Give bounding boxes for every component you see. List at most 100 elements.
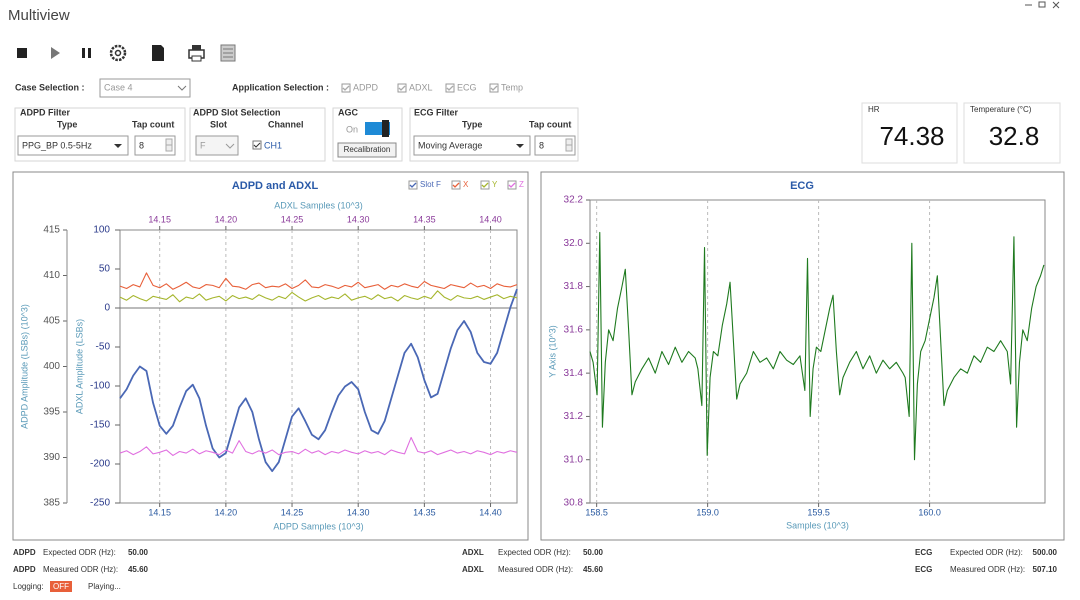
play-button[interactable] bbox=[51, 47, 60, 59]
check-mark bbox=[452, 182, 460, 188]
spinner-buttons[interactable] bbox=[565, 138, 573, 152]
temperature-label: Temperature (°C) bbox=[970, 105, 1032, 114]
series-line bbox=[589, 231, 1045, 461]
status-value: 50.00 bbox=[583, 548, 604, 557]
file-button[interactable] bbox=[152, 45, 164, 61]
series-line bbox=[119, 272, 518, 290]
case-dropdown[interactable] bbox=[99, 78, 191, 98]
check-mark bbox=[342, 85, 350, 91]
y2-tick-label: -250 bbox=[90, 498, 110, 509]
application-option: ADPD bbox=[353, 82, 379, 92]
column-label: Type bbox=[57, 119, 77, 129]
status-label: Measured ODR (Hz): bbox=[950, 565, 1025, 574]
application-option: ECG bbox=[457, 82, 477, 92]
filter-type-dropdown[interactable] bbox=[17, 135, 129, 156]
y-tick-label: 31.4 bbox=[564, 368, 584, 379]
status-label: Expected ODR (Hz): bbox=[950, 548, 1023, 557]
y-tick-label: 415 bbox=[43, 225, 60, 236]
application-option: ADXL bbox=[409, 82, 433, 92]
temperature-panel bbox=[963, 102, 1061, 164]
dropdown-arrow bbox=[516, 144, 524, 148]
y-tick-label: 385 bbox=[43, 498, 60, 509]
ecg-tap-spinner[interactable] bbox=[534, 135, 576, 156]
dropdown-arrow bbox=[114, 144, 122, 148]
y-tick-label: 32.2 bbox=[564, 195, 584, 206]
recalibration-button[interactable] bbox=[337, 142, 397, 158]
status-source: ECG bbox=[915, 548, 932, 557]
checkbox[interactable] bbox=[397, 83, 407, 93]
log-button[interactable] bbox=[220, 44, 236, 62]
close[interactable] bbox=[1052, 1, 1060, 9]
dropdown-arrow bbox=[225, 143, 235, 149]
playback-state: Playing... bbox=[88, 582, 121, 591]
checkbox[interactable] bbox=[341, 83, 351, 93]
chart-title: ECG bbox=[790, 180, 814, 192]
check-mark bbox=[409, 182, 417, 188]
check-mark bbox=[508, 182, 516, 188]
y-tick-label: 410 bbox=[43, 270, 60, 281]
slot-value: F bbox=[200, 140, 206, 150]
application-options: ADPD ADXL ECG Temp bbox=[341, 82, 523, 93]
y2-tick-label: 100 bbox=[93, 225, 110, 236]
x2-tick-label: 14.25 bbox=[281, 214, 304, 224]
check-mark bbox=[490, 85, 498, 91]
charts: ADPD and ADXL 14.15 14.20 14.25 14.30 14.35 14… bbox=[19, 180, 1046, 531]
spinner-buttons[interactable] bbox=[165, 138, 173, 152]
series-line bbox=[119, 436, 518, 456]
application-option: Temp bbox=[501, 82, 523, 92]
group-title: ADPD Slot Selection bbox=[193, 107, 281, 117]
status-label: Expected ODR (Hz): bbox=[43, 548, 116, 557]
x-tick-label: 159.5 bbox=[807, 507, 830, 517]
column-label: Tap count bbox=[529, 119, 571, 129]
group-title: ECG Filter bbox=[414, 107, 459, 117]
y-tick-label: 390 bbox=[43, 452, 60, 463]
y-axis-label: Y Axis (10^3) bbox=[547, 325, 557, 378]
x-tick-label: 14.20 bbox=[215, 507, 238, 517]
status-value: 50.00 bbox=[128, 548, 149, 557]
checkbox[interactable] bbox=[408, 180, 418, 190]
status-value: 500.00 bbox=[1033, 548, 1058, 557]
y2-tick-label: -50 bbox=[96, 342, 111, 353]
status-value: 45.60 bbox=[583, 565, 604, 574]
x2-tick-label: 14.40 bbox=[479, 214, 502, 224]
status-value: 507.10 bbox=[1033, 565, 1058, 574]
logging-toggle[interactable] bbox=[50, 581, 72, 592]
series-line bbox=[119, 290, 518, 303]
window-controls[interactable] bbox=[1025, 1, 1060, 9]
checkbox[interactable] bbox=[445, 83, 455, 93]
x2-tick-label: 14.15 bbox=[148, 214, 171, 224]
ecg-type-dropdown[interactable] bbox=[413, 135, 531, 156]
plot-lines bbox=[589, 231, 1045, 461]
application-selection-label: Application Selection : bbox=[232, 82, 329, 92]
print-button[interactable] bbox=[188, 45, 205, 62]
x-axis-label: ADPD Samples (10^3) bbox=[273, 521, 363, 531]
y2-tick-label: -150 bbox=[90, 420, 110, 431]
maximize[interactable] bbox=[1038, 1, 1046, 8]
tap-count: 8 bbox=[139, 140, 144, 150]
pause-button[interactable] bbox=[82, 48, 91, 58]
y2-tick-label: -100 bbox=[90, 381, 110, 392]
tap-count-spinner[interactable] bbox=[134, 135, 176, 156]
y-tick-label: 31.0 bbox=[564, 454, 584, 465]
checkbox[interactable] bbox=[480, 180, 490, 190]
legend-entry: Z bbox=[519, 180, 524, 189]
checkbox[interactable] bbox=[451, 180, 461, 190]
checkbox[interactable] bbox=[489, 83, 499, 93]
button-label: Recalibration bbox=[344, 145, 391, 154]
slot-dropdown[interactable] bbox=[195, 135, 239, 156]
x2-tick-label: 14.30 bbox=[347, 214, 370, 224]
checkbox[interactable] bbox=[507, 180, 517, 190]
settings-button[interactable] bbox=[109, 44, 127, 62]
x-tick-label: 159.0 bbox=[696, 507, 719, 517]
channel-checkbox[interactable] bbox=[252, 140, 262, 150]
y-tick-label: 405 bbox=[43, 316, 60, 327]
status-source: ADXL bbox=[462, 565, 484, 574]
ecg-type: Moving Average bbox=[418, 140, 482, 150]
group-title: AGC bbox=[338, 107, 359, 117]
stop-button[interactable] bbox=[17, 48, 27, 58]
group-title: ADPD Filter bbox=[20, 107, 71, 117]
status-label: Measured ODR (Hz): bbox=[498, 565, 573, 574]
x-tick-label: 14.25 bbox=[281, 507, 304, 517]
window-title: Multiview bbox=[8, 7, 70, 24]
logging-label: Logging: bbox=[13, 582, 44, 591]
